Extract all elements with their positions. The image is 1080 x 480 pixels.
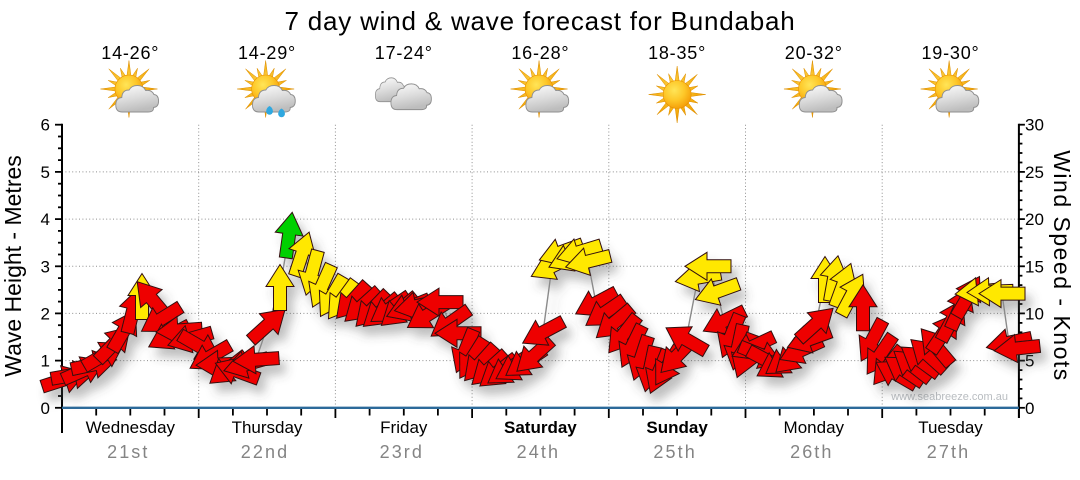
svg-text:18-35°: 18-35°	[648, 43, 706, 63]
svg-text:Sunday: Sunday	[646, 418, 708, 437]
svg-text:27th: 27th	[927, 442, 970, 462]
svg-text:24th: 24th	[517, 442, 560, 462]
svg-text:2: 2	[41, 304, 50, 323]
svg-text:19-30°: 19-30°	[921, 43, 979, 63]
svg-text:10: 10	[1025, 304, 1044, 323]
svg-text:22nd: 22nd	[241, 442, 289, 462]
svg-text:20: 20	[1025, 210, 1044, 229]
svg-text:17-24°: 17-24°	[375, 43, 433, 63]
svg-text:Wind Speed - Knots: Wind Speed - Knots	[1049, 150, 1075, 382]
svg-text:26th: 26th	[790, 442, 833, 462]
svg-text:7 day wind & wave forecast for: 7 day wind & wave forecast for Bundabah	[284, 6, 795, 36]
svg-text:23rd: 23rd	[380, 442, 424, 462]
svg-text:21st: 21st	[107, 442, 149, 462]
svg-text:Tuesday: Tuesday	[918, 418, 983, 437]
svg-text:30: 30	[1025, 116, 1044, 135]
svg-text:3: 3	[41, 257, 50, 276]
svg-text:5: 5	[1025, 352, 1034, 371]
svg-text:25: 25	[1025, 163, 1044, 182]
svg-text:6: 6	[41, 116, 50, 135]
svg-text:0: 0	[1025, 399, 1034, 418]
svg-text:25th: 25th	[653, 442, 696, 462]
svg-text:Thursday: Thursday	[232, 418, 303, 437]
svg-text:14-26°: 14-26°	[101, 43, 159, 63]
svg-text:0: 0	[41, 399, 50, 418]
svg-text:5: 5	[41, 163, 50, 182]
svg-text:4: 4	[41, 210, 50, 229]
svg-text:www.seabreeze.com.au: www.seabreeze.com.au	[890, 391, 1008, 403]
svg-text:16-28°: 16-28°	[511, 43, 569, 63]
svg-text:1: 1	[41, 352, 50, 371]
svg-text:20-32°: 20-32°	[785, 43, 843, 63]
svg-text:Wednesday: Wednesday	[86, 418, 176, 437]
svg-text:14-29°: 14-29°	[238, 43, 296, 63]
svg-text:Friday: Friday	[380, 418, 428, 437]
svg-text:Saturday: Saturday	[504, 418, 577, 437]
svg-text:Wave Height - Metres: Wave Height - Metres	[0, 155, 26, 377]
svg-text:Monday: Monday	[784, 418, 845, 437]
svg-text:15: 15	[1025, 257, 1044, 276]
